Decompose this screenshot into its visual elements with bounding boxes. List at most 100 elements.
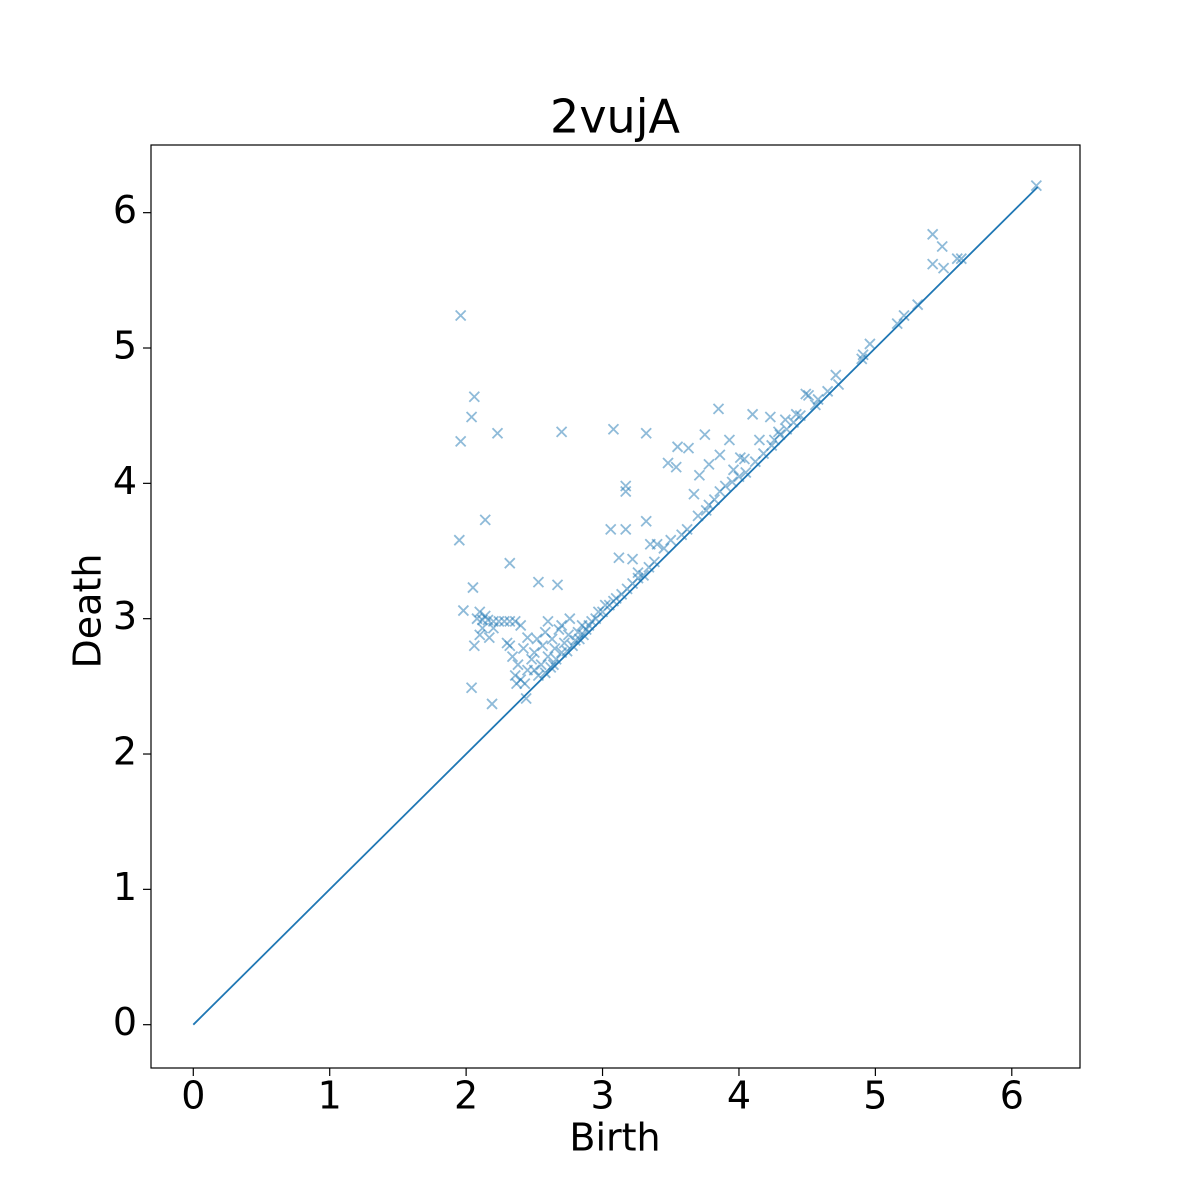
point (700, 504, 712, 517)
point (467, 581, 479, 594)
point (714, 449, 726, 461)
point (951, 253, 963, 265)
point (832, 378, 845, 391)
point (800, 388, 812, 400)
point (509, 669, 521, 682)
point (607, 423, 620, 435)
point (610, 592, 622, 605)
point (536, 640, 549, 652)
point (491, 427, 504, 439)
point (726, 476, 738, 488)
x-axis-label: Birth (569, 1116, 660, 1160)
point (812, 393, 824, 406)
point (474, 606, 486, 618)
point (455, 435, 467, 448)
point (558, 637, 570, 649)
point (821, 385, 834, 397)
point (550, 653, 562, 665)
point (577, 629, 590, 641)
point (692, 510, 704, 522)
point (830, 369, 842, 381)
point (723, 434, 736, 446)
y-tick-label: 0 (113, 1000, 137, 1044)
point (671, 441, 684, 453)
y-tick-label: 2 (113, 730, 137, 774)
point (740, 466, 752, 479)
point (506, 650, 519, 663)
point (688, 488, 700, 500)
point (555, 426, 568, 438)
point (504, 615, 516, 628)
y-tick-label: 5 (113, 324, 137, 368)
point (891, 318, 903, 330)
point (936, 240, 948, 253)
point (637, 569, 650, 582)
point (542, 650, 554, 663)
point (681, 523, 693, 535)
point (562, 629, 575, 641)
point (937, 262, 950, 274)
point (620, 485, 632, 498)
point (504, 640, 516, 652)
point (486, 698, 498, 710)
point (465, 682, 478, 694)
point (564, 613, 576, 625)
point (517, 642, 530, 655)
point (779, 414, 791, 426)
point (927, 258, 939, 270)
x-tick-label: 0 (181, 1074, 205, 1118)
point (479, 610, 491, 622)
point (455, 309, 467, 322)
diagonal-line (192, 186, 1039, 1026)
point (712, 403, 725, 415)
chart-title: 2vujA (550, 90, 680, 144)
y-tick-label: 3 (113, 594, 137, 638)
point (549, 642, 561, 655)
point (640, 427, 652, 439)
point (746, 408, 759, 420)
point (708, 493, 721, 506)
point (719, 480, 731, 492)
point (512, 659, 524, 671)
y-tick-label: 1 (113, 865, 137, 909)
point (528, 646, 540, 659)
point (772, 426, 785, 438)
point (532, 669, 545, 682)
x-tick-label: 4 (727, 1074, 751, 1118)
point (898, 309, 910, 322)
y-tick-label: 6 (113, 188, 137, 232)
point (532, 576, 545, 588)
point (535, 659, 547, 671)
point (620, 480, 632, 492)
point (504, 557, 516, 569)
x-tick-label: 5 (863, 1074, 887, 1118)
point (856, 353, 868, 365)
point (453, 534, 465, 546)
point (864, 338, 876, 350)
point (498, 615, 510, 628)
point (727, 464, 740, 476)
point (525, 653, 538, 665)
point (955, 253, 967, 265)
point (764, 411, 776, 423)
point (547, 659, 560, 671)
point (479, 514, 491, 526)
point (658, 542, 670, 554)
point (605, 523, 617, 535)
x-tick-label: 3 (590, 1074, 614, 1118)
point (665, 534, 677, 546)
x-tick-label: 2 (454, 1074, 478, 1118)
point (753, 434, 766, 446)
point (703, 458, 715, 471)
point (640, 515, 652, 527)
point (1030, 179, 1042, 192)
point (651, 538, 663, 550)
point (468, 640, 480, 652)
point (670, 461, 682, 473)
x-tick-label: 6 (1000, 1074, 1024, 1118)
point (733, 470, 745, 483)
point (632, 567, 644, 579)
y-axis-label: Death (66, 554, 110, 669)
point (766, 439, 778, 452)
point (483, 631, 495, 644)
